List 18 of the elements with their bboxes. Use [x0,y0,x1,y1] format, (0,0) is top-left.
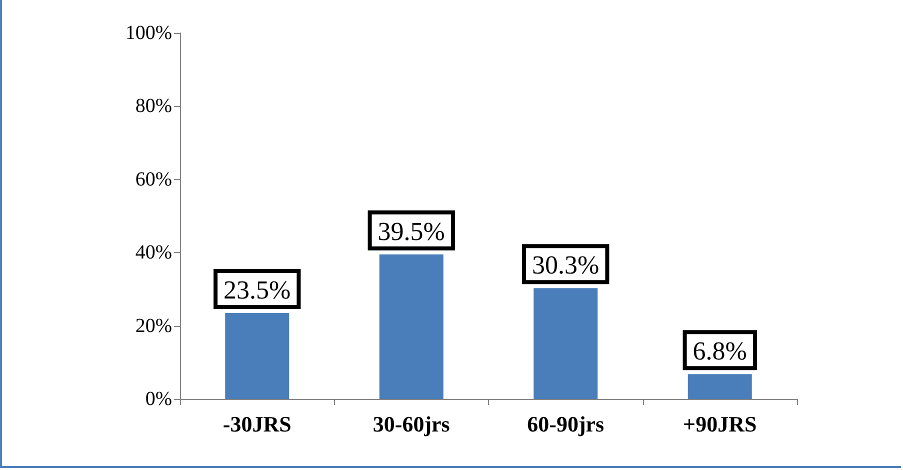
y-tick-label: 0% [145,388,172,410]
y-tick-label: 80% [135,95,172,118]
x-tick-label: +90JRS [683,412,757,436]
bar [534,288,598,399]
y-tick-label: 100% [125,22,172,44]
x-tick-label: 60-90jrs [527,412,605,436]
bar [379,254,444,399]
data-label: 39.5% [378,216,445,246]
y-tick-label: 40% [135,242,172,264]
bar [688,374,752,399]
bar [225,312,290,399]
x-tick-label: 30-60jrs [372,412,450,436]
y-tick-label: 20% [135,314,172,337]
y-tick-label: 60% [135,168,172,190]
data-label: 23.5% [224,275,291,304]
x-tick-label: -30JRS [222,412,292,436]
data-label: 30.3% [532,250,600,280]
data-label: 6.8% [692,336,747,366]
